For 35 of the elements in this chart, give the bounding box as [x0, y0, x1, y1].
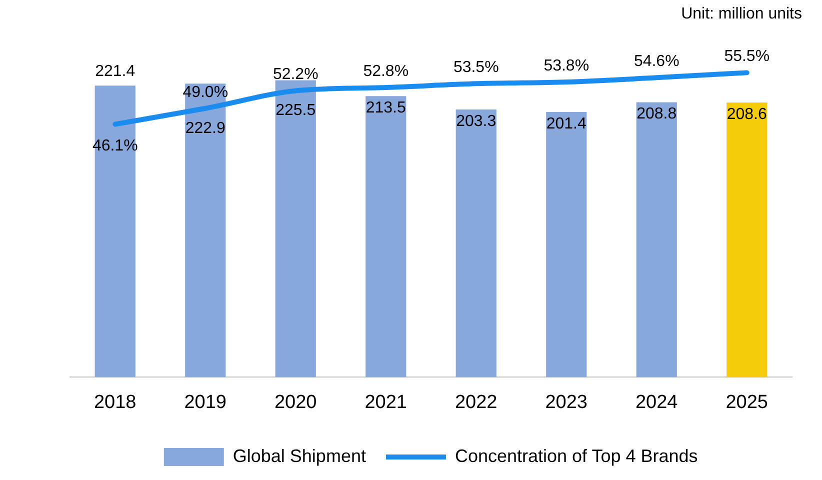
bar: [546, 112, 587, 378]
text: Unit: million units: [681, 5, 802, 22]
bar: [456, 109, 496, 378]
data-label: 208.8: [636, 106, 677, 123]
bar: [275, 80, 316, 378]
legend-label: Concentration of Top 4 Brands: [454, 446, 698, 466]
bar: [94, 86, 136, 378]
data-label: 203.3: [456, 112, 496, 130]
x-tick-label: 2023: [545, 392, 588, 413]
bar: [636, 102, 677, 378]
data-label: 46.1%: [92, 138, 138, 155]
bar: [726, 102, 768, 378]
x-tick-label: 2020: [274, 392, 317, 413]
x-tick-label: 2025: [726, 392, 768, 413]
data-label: 53.8%: [544, 57, 590, 74]
data-label: 222.9: [185, 120, 226, 137]
data-label: 54.6%: [634, 53, 680, 70]
data-label: 213.5: [366, 99, 406, 116]
x-tick-label: 2018: [94, 392, 136, 413]
data-label: 52.2%: [272, 66, 318, 84]
x-tick-label: 2024: [635, 392, 678, 413]
x-tick-label: 2021: [364, 392, 408, 413]
x-tick-label: 2022: [454, 392, 498, 413]
data-label: 52.8%: [363, 62, 409, 80]
bar: [366, 96, 406, 378]
bar: [185, 84, 226, 378]
data-label: 55.5%: [724, 48, 770, 66]
data-label: 49.0%: [182, 84, 228, 101]
data-label: 201.4: [546, 115, 586, 132]
x-tick-label: 2019: [184, 392, 227, 413]
data-label: 208.6: [726, 106, 767, 123]
data-label: 53.5%: [453, 59, 499, 76]
legend-label: Global Shipment: [232, 446, 366, 466]
data-label: 225.5: [276, 102, 316, 120]
data-label: 221.4: [95, 63, 136, 80]
